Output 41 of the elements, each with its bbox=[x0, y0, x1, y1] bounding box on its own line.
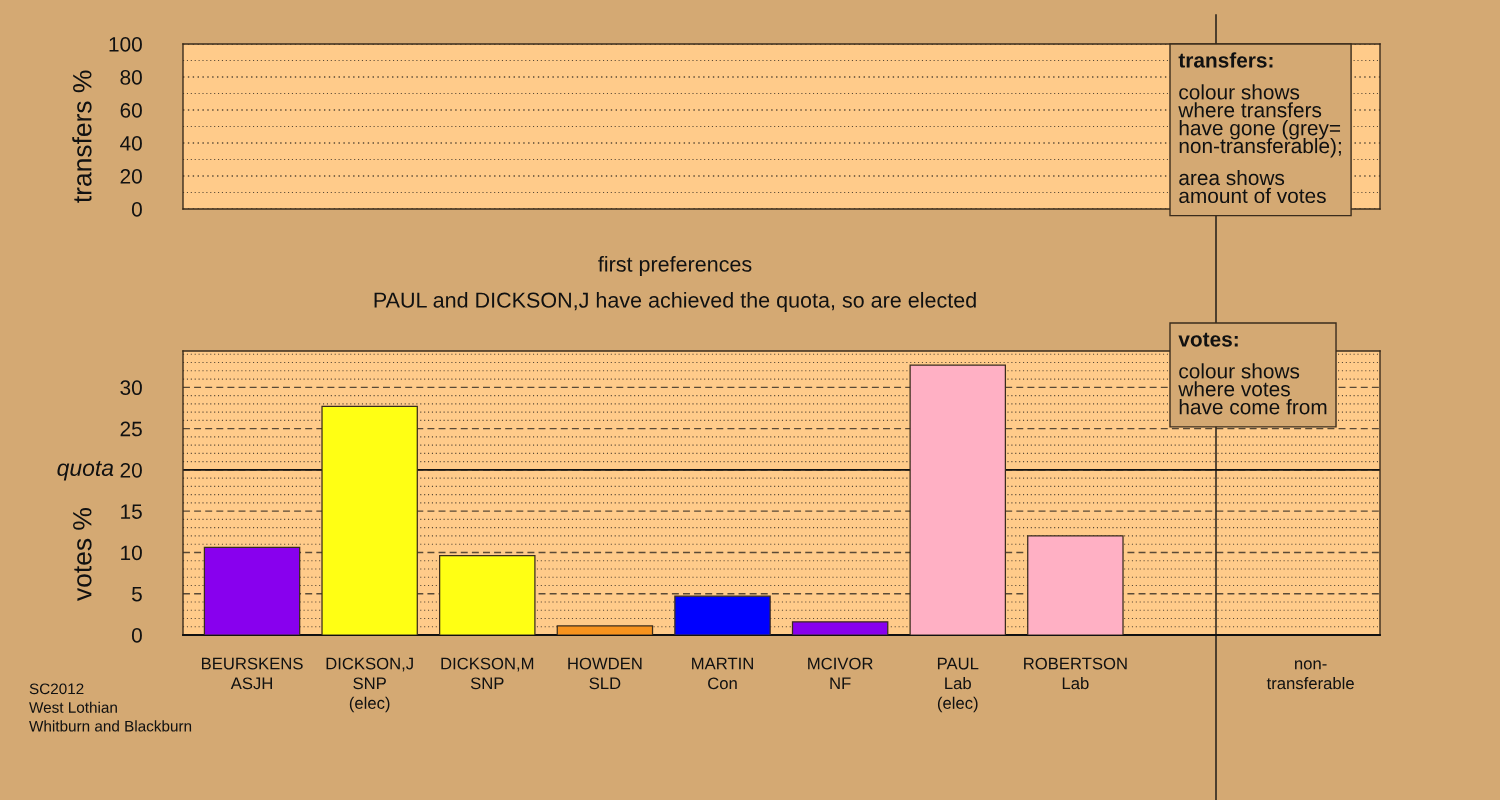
chart-title: first preferences bbox=[598, 255, 752, 277]
ref-line-label: quota bbox=[57, 460, 114, 481]
bar bbox=[556, 625, 654, 635]
bar bbox=[203, 546, 301, 635]
bar bbox=[909, 364, 1007, 635]
y-tick-label: 40 bbox=[120, 136, 142, 151]
chart-subtitle: PAUL and DICKSON,J have achieved the quota, so are elected bbox=[374, 291, 976, 313]
bar bbox=[439, 555, 536, 635]
x-tick-label: DICKSON,J SNP (elec) bbox=[326, 657, 413, 713]
text: votes: bbox=[1178, 332, 1238, 347]
y-tick-label: 0 bbox=[131, 202, 142, 217]
annotation: transfers: bbox=[1178, 52, 1273, 68]
y-tick-label: 0 bbox=[131, 628, 142, 643]
x-tick-label: BEURSKENS ASJH bbox=[202, 657, 303, 690]
bar bbox=[674, 595, 771, 635]
x-tick-label: PAUL Lab (elec) bbox=[937, 657, 979, 713]
y-tick-label: 20 bbox=[120, 462, 142, 478]
text: SC2012 West Lothian Whitburn and Blackburn bbox=[29, 683, 192, 732]
x-tick-label: non- transferable bbox=[1266, 660, 1354, 690]
annotation: colour shows where transfers have gone (grey= non-transferable); bbox=[1178, 84, 1341, 158]
bar bbox=[321, 405, 418, 635]
bar bbox=[791, 621, 889, 635]
x-tick-label: MCIVOR NF bbox=[808, 657, 873, 690]
annotation: area shows amount of votes bbox=[1179, 169, 1326, 204]
y-axis-title: votes % bbox=[73, 508, 92, 601]
y-tick-label: 30 bbox=[120, 380, 142, 396]
y-tick-label: 10 bbox=[121, 545, 142, 561]
y-tick-label: 100 bbox=[109, 37, 142, 52]
y-tick-label: 15 bbox=[121, 504, 142, 519]
x-tick-label: ROBERTSON Lab bbox=[1024, 657, 1127, 690]
y-tick-label: 60 bbox=[120, 103, 142, 118]
bar bbox=[1027, 535, 1124, 635]
x-tick-label: DICKSON,M SNP bbox=[441, 657, 534, 690]
y-axis-title: transfers % bbox=[72, 70, 92, 203]
annotation: colour shows where votes have come from bbox=[1178, 363, 1327, 415]
y-tick-label: 20 bbox=[120, 169, 142, 184]
y-tick-label: 25 bbox=[120, 421, 142, 437]
y-tick-label: 80 bbox=[120, 70, 142, 85]
x-tick-label: MARTIN Con bbox=[692, 657, 753, 690]
y-tick-label: 5 bbox=[131, 586, 142, 602]
x-tick-label: HOWDEN SLD bbox=[568, 657, 642, 690]
